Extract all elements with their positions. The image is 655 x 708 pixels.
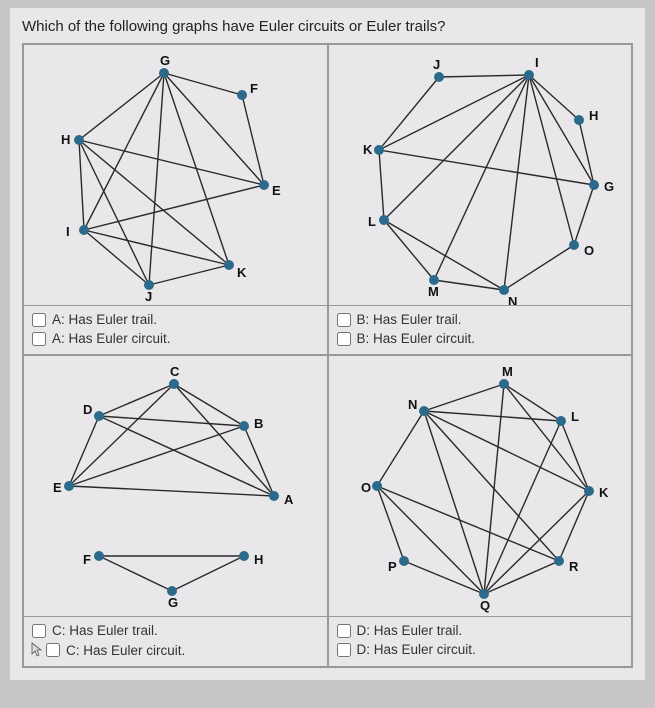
c-circuit-label: C: Has Euler circuit. (66, 643, 185, 658)
a-circuit-label: A: Has Euler circuit. (52, 331, 171, 346)
svg-text:N: N (508, 294, 517, 305)
svg-text:R: R (569, 559, 579, 574)
c-circuit-row[interactable]: C: Has Euler circuit. (32, 640, 319, 660)
graph-d: M N L O K P R Q (329, 356, 632, 616)
b-circuit-label: B: Has Euler circuit. (357, 331, 476, 346)
svg-text:J: J (433, 57, 440, 72)
a-trail-row[interactable]: A: Has Euler trail. (32, 310, 319, 329)
panel-c: C D B E A F H G C: Has Euler trail. C: Has Eule… (23, 355, 328, 667)
svg-text:G: G (604, 179, 614, 194)
d-trail-checkbox[interactable] (337, 624, 351, 638)
graph-a: G F H E I K J (24, 45, 327, 305)
svg-text:I: I (66, 224, 70, 239)
c-trail-row[interactable]: C: Has Euler trail. (32, 621, 319, 640)
svg-text:I: I (535, 55, 539, 70)
b-trail-row[interactable]: B: Has Euler trail. (337, 310, 624, 329)
graph-a-svg: G F H E I K J (24, 45, 324, 305)
svg-text:H: H (61, 132, 70, 147)
d-trail-row[interactable]: D: Has Euler trail. (337, 621, 624, 640)
svg-text:E: E (53, 480, 62, 495)
svg-text:H: H (589, 108, 598, 123)
a-trail-label: A: Has Euler trail. (52, 312, 157, 327)
graph-b-svg: J I H K G L O M N (329, 45, 629, 305)
svg-text:K: K (363, 142, 373, 157)
c-trail-label: C: Has Euler trail. (52, 623, 158, 638)
svg-text:E: E (272, 183, 281, 198)
d-circuit-label: D: Has Euler circuit. (357, 642, 476, 657)
svg-text:Q: Q (480, 598, 490, 613)
question-text: Which of the following graphs have Euler… (22, 18, 633, 35)
svg-text:L: L (368, 214, 376, 229)
svg-text:A: A (284, 492, 294, 507)
c-circuit-checkbox[interactable] (46, 643, 60, 657)
svg-text:O: O (584, 243, 594, 258)
svg-text:O: O (361, 480, 371, 495)
graph-grid: G F H E I K J A: Has Euler trail. A: Has Euler… (22, 43, 633, 668)
svg-text:B: B (254, 416, 263, 431)
svg-text:D: D (83, 402, 92, 417)
graph-c: C D B E A F H G (24, 356, 327, 616)
svg-text:F: F (250, 81, 258, 96)
graph-c-svg: C D B E A F H G (24, 356, 324, 616)
svg-text:M: M (428, 284, 439, 299)
a-circuit-row[interactable]: A: Has Euler circuit. (32, 329, 319, 348)
b-circuit-checkbox[interactable] (337, 332, 351, 346)
svg-text:K: K (599, 485, 609, 500)
answers-a: A: Has Euler trail. A: Has Euler circuit… (24, 305, 327, 354)
d-circuit-checkbox[interactable] (337, 643, 351, 657)
b-circuit-row[interactable]: B: Has Euler circuit. (337, 329, 624, 348)
graph-b: J I H K G L O M N (329, 45, 632, 305)
a-trail-checkbox[interactable] (32, 313, 46, 327)
svg-text:P: P (388, 559, 397, 574)
b-trail-checkbox[interactable] (337, 313, 351, 327)
svg-text:C: C (170, 364, 180, 379)
cursor-icon (30, 642, 44, 658)
panel-b: J I H K G L O M N B: Has Euler trail. B: Has Eul… (328, 44, 633, 355)
answers-d: D: Has Euler trail. D: Has Euler circuit… (329, 616, 632, 665)
answers-b: B: Has Euler trail. B: Has Euler circuit… (329, 305, 632, 354)
answers-c: C: Has Euler trail. C: Has Euler circuit… (24, 616, 327, 666)
svg-text:G: G (160, 53, 170, 68)
svg-text:F: F (83, 552, 91, 567)
question-panel: Which of the following graphs have Euler… (10, 8, 645, 680)
svg-text:J: J (145, 289, 152, 304)
d-trail-label: D: Has Euler trail. (357, 623, 463, 638)
svg-text:M: M (502, 364, 513, 379)
svg-text:L: L (571, 409, 579, 424)
svg-text:K: K (237, 265, 247, 280)
a-circuit-checkbox[interactable] (32, 332, 46, 346)
svg-text:G: G (168, 595, 178, 610)
panel-a: G F H E I K J A: Has Euler trail. A: Has Euler… (23, 44, 328, 355)
svg-text:H: H (254, 552, 263, 567)
panel-d: M N L O K P R Q D: Has Euler trail. D: Has Eule… (328, 355, 633, 667)
d-circuit-row[interactable]: D: Has Euler circuit. (337, 640, 624, 659)
graph-d-svg: M N L O K P R Q (329, 356, 629, 616)
b-trail-label: B: Has Euler trail. (357, 312, 462, 327)
svg-text:N: N (408, 397, 417, 412)
c-trail-checkbox[interactable] (32, 624, 46, 638)
